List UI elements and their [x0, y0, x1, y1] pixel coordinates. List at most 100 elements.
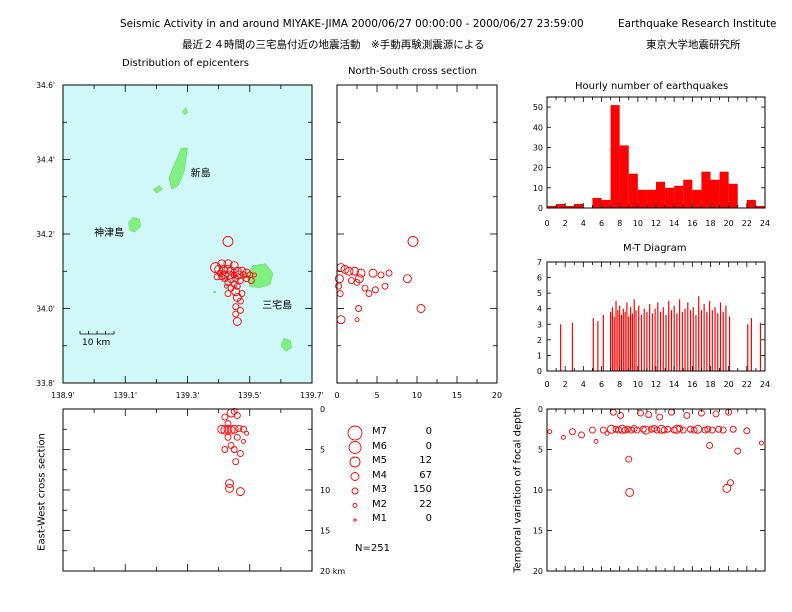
- epicenter-mark: [230, 280, 238, 288]
- ew-event-mark: [230, 446, 238, 453]
- island-ohnohara: [212, 290, 217, 294]
- ns-event-mark: [407, 235, 419, 247]
- ns-event-mark: [377, 271, 385, 279]
- ns-event-mark: [354, 274, 364, 284]
- temporal-y-tick-label: 20: [533, 567, 543, 576]
- temporal-event-mark: [560, 434, 566, 440]
- legend-symbol: [351, 487, 359, 495]
- epicenter-mark: [246, 271, 254, 279]
- histogram-bar: [701, 171, 711, 208]
- histogram-x-tick-label: 20: [724, 219, 734, 228]
- ns-x-tick-label: 0: [334, 391, 339, 400]
- epicenter-mark: [218, 273, 226, 281]
- ns-event-mark: [335, 282, 343, 290]
- temporal-event-mark: [648, 425, 655, 433]
- ns-event-mark: [336, 315, 346, 325]
- ns-event-mark: [371, 286, 379, 294]
- legend-symbol: [353, 518, 357, 522]
- map-x-tick-label: 139.3': [176, 391, 200, 400]
- mt-x-tick-label: 0: [544, 380, 549, 389]
- histogram-x-tick-label: 24: [760, 219, 770, 228]
- temporal-event-mark: [697, 409, 705, 417]
- ew-event-mark: [224, 420, 232, 428]
- ew-event-mark: [229, 424, 239, 434]
- histogram-bar: [574, 203, 584, 208]
- ew-event-mark: [221, 413, 229, 421]
- histogram-bar: [692, 189, 702, 208]
- histogram-bar: [565, 205, 575, 208]
- histogram-bar: [683, 179, 693, 208]
- epicenter-mark: [229, 261, 239, 271]
- temporal-y-tick-label: 10: [533, 486, 543, 495]
- temporal-event-mark: [607, 424, 616, 434]
- epicenter-map-title: Distribution of epicenters: [122, 58, 249, 69]
- epicenter-mark: [218, 264, 228, 274]
- temporal-y-tick-label: 15: [533, 527, 543, 536]
- temporal-event-mark: [701, 426, 709, 434]
- ns-x-tick-label: 10: [412, 391, 422, 400]
- ns-event-mark: [354, 317, 360, 323]
- legend-magnitude: M6: [372, 440, 387, 452]
- epicenter-mark: [236, 297, 244, 305]
- ew-event-mark: [227, 442, 235, 449]
- epicenter-mark: [236, 277, 244, 285]
- ns-event-mark: [402, 274, 412, 284]
- map-x-tick-label: 139.7': [300, 391, 324, 400]
- temporal-event-mark: [657, 424, 666, 434]
- histogram-bar: [547, 205, 557, 208]
- temporal-frame: [546, 408, 766, 572]
- histogram-bar: [755, 205, 765, 208]
- ew-y-tick-label: 0: [320, 405, 325, 414]
- page-subtitle: 最近２４時間の三宅島付近の地震活動 ※手動再験測震源による: [182, 39, 485, 51]
- map-frame: [62, 84, 313, 384]
- page-title: Seismic Activity in and around MIYAKE-JI…: [120, 18, 584, 30]
- temporal-event-mark: [593, 438, 599, 444]
- map-y-tick-label: 34.2': [36, 230, 55, 239]
- epicenter-mark: [213, 273, 221, 281]
- mt-y-tick-label: 1: [537, 351, 542, 360]
- legend-count: 12: [419, 455, 432, 466]
- epicenter-mark: [224, 278, 232, 286]
- temporal-event-mark: [687, 425, 694, 433]
- mt-x-tick-label: 10: [633, 380, 643, 389]
- temporal-event-mark: [641, 425, 651, 435]
- legend-count: 0: [425, 426, 432, 437]
- ew-y-tick-label: 10: [320, 486, 330, 495]
- ns-event-mark: [340, 264, 350, 274]
- histogram-bar: [556, 203, 566, 208]
- ns-event-mark: [344, 266, 354, 276]
- ew-event-mark: [230, 407, 238, 415]
- histogram-x-tick-label: 12: [651, 219, 661, 228]
- histogram-y-tick-label: 10: [533, 184, 543, 193]
- legend-symbol: [352, 503, 358, 508]
- ew-event-mark: [226, 408, 236, 418]
- ew-event-mark: [232, 458, 240, 466]
- ns-event-mark: [356, 268, 366, 278]
- mt-diagram-title: M-T Diagram: [623, 243, 687, 254]
- histogram-x-tick-label: 18: [705, 219, 715, 228]
- temporal-event-mark: [725, 408, 733, 416]
- legend-symbol: [349, 456, 361, 468]
- ew-y-tick-label: 15: [320, 527, 330, 536]
- legend-magnitude: M7: [372, 426, 387, 437]
- ew-event-mark: [223, 424, 233, 434]
- legend-magnitude: M1: [372, 513, 387, 524]
- mt-x-tick-label: 12: [651, 380, 661, 389]
- epicenter-mark: [232, 310, 240, 318]
- ns-event-mark: [361, 284, 369, 292]
- epicenter-mark: [216, 269, 224, 277]
- ns-event-mark: [381, 282, 389, 290]
- epicenter-mark: [223, 259, 233, 269]
- legend-magnitude: M4: [372, 469, 387, 481]
- histogram-bar: [601, 199, 611, 208]
- mt-y-tick-label: 3: [537, 320, 542, 329]
- ns-x-tick-label: 15: [452, 391, 462, 400]
- ns-event-mark: [336, 290, 344, 298]
- temporal-event-mark: [683, 412, 691, 419]
- temporal-event-mark: [630, 424, 638, 432]
- ns-event-mark: [385, 269, 393, 277]
- ns-event-mark: [350, 266, 360, 276]
- histogram-bar: [674, 185, 684, 208]
- epicenter-mark: [232, 292, 242, 302]
- temporal-event-mark: [612, 425, 620, 433]
